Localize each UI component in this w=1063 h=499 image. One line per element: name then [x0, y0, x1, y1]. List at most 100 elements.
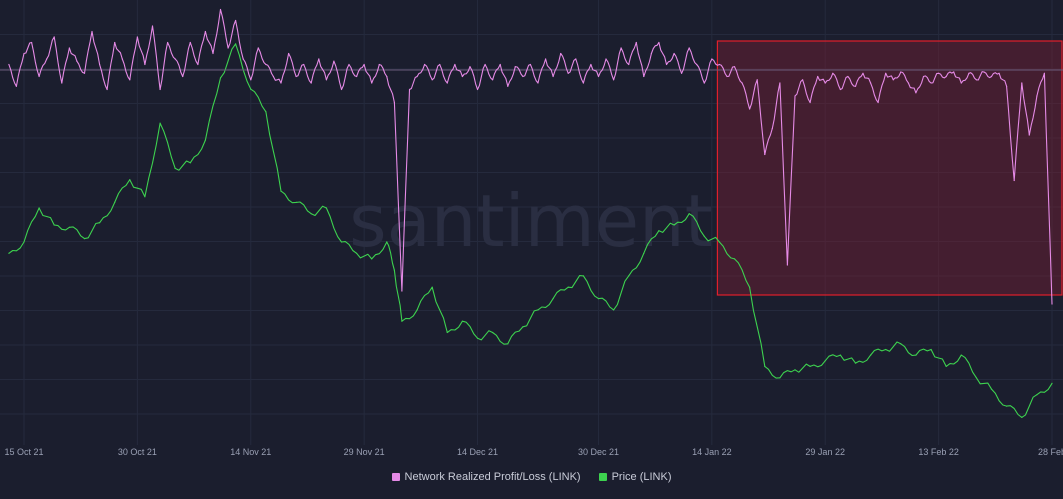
profit-loss-point [31, 41, 33, 44]
profit-loss-point [159, 88, 161, 91]
highlight-box [716, 40, 1063, 296]
profit-loss-point [582, 82, 585, 84]
x-tick-label: 29 Nov 21 [344, 447, 385, 457]
profit-loss-point [212, 52, 214, 55]
profit-loss-point [726, 75, 728, 78]
profit-loss-point [764, 153, 766, 156]
price-point [960, 354, 962, 356]
profit-loss-point [507, 85, 509, 87]
profit-loss-point [461, 75, 463, 78]
profit-loss-point [114, 41, 116, 44]
profit-loss-point [749, 108, 751, 110]
profit-loss-point [892, 79, 894, 81]
price-point [265, 111, 267, 113]
price-point [688, 213, 690, 215]
price-point [280, 190, 282, 192]
profit-loss-point [756, 79, 758, 81]
x-tick-label: 15 Oct 21 [4, 447, 43, 457]
profit-loss-point [1036, 95, 1038, 97]
profit-loss-point [174, 58, 176, 60]
profit-loss-point [61, 82, 63, 84]
profit-loss-point [877, 101, 879, 104]
profit-loss-point [703, 82, 705, 84]
profit-loss-point [839, 88, 842, 91]
profit-loss-point [121, 58, 123, 60]
price-point [38, 207, 40, 209]
profit-loss-point [23, 52, 25, 55]
price-point [393, 269, 395, 271]
price-point [945, 365, 947, 367]
price-point [1021, 416, 1023, 418]
profit-loss-point [552, 75, 554, 78]
profit-loss-point [197, 63, 199, 66]
legend-swatch-price [598, 473, 607, 481]
profit-loss-point [945, 75, 947, 78]
profit-loss-point [832, 72, 834, 74]
watermark: santiment [349, 179, 713, 263]
profit-loss-series-layer [0, 8, 1063, 305]
profit-loss-point [431, 79, 433, 81]
x-tick-label: 14 Nov 21 [230, 447, 271, 457]
profit-loss-point [295, 75, 297, 78]
profit-loss-point [718, 63, 721, 66]
profit-loss-point [975, 79, 978, 81]
x-axis-ticks: 15 Oct 21 30 Oct 21 14 Nov 21 29 Nov 21 14 D… [4, 447, 1063, 457]
profit-loss-point [537, 82, 539, 84]
profit-loss-point [242, 58, 244, 60]
profit-loss-point [167, 41, 169, 44]
profit-loss-point [386, 75, 388, 78]
price-point [189, 162, 191, 164]
price-point [8, 252, 10, 254]
profit-loss-point [257, 47, 259, 49]
price-point [325, 207, 327, 209]
profit-loss-point [310, 82, 312, 84]
profit-loss-point [696, 63, 698, 66]
price-point [718, 241, 721, 243]
price-point [476, 337, 479, 339]
price-point [144, 196, 146, 198]
legend: Network Realized Profit/Loss (LINK) Pric… [0, 471, 1063, 483]
profit-loss-point [862, 72, 864, 74]
profit-loss-point [476, 88, 479, 91]
profit-loss-point [794, 95, 796, 97]
profit-loss-point [665, 63, 668, 66]
price-point [68, 226, 70, 228]
profit-loss-point [779, 82, 781, 84]
profit-loss-point [885, 72, 887, 74]
legend-label-profit-loss: Network Realized Profit/Loss (LINK) [404, 471, 581, 483]
profit-loss-point [733, 66, 736, 68]
price-point [401, 320, 403, 322]
profit-loss-point [8, 63, 10, 66]
profit-loss-point [227, 47, 229, 49]
profit-loss-point [673, 52, 675, 55]
profit-loss-point [129, 79, 131, 81]
profit-loss-point [907, 82, 910, 84]
price-point [975, 377, 978, 379]
profit-loss-point [356, 75, 358, 78]
price-point [1051, 382, 1053, 384]
price-point [582, 275, 585, 277]
profit-loss-point [688, 47, 690, 49]
profit-loss-point [1021, 82, 1023, 84]
profit-loss-point [847, 75, 849, 78]
price-point [174, 167, 176, 169]
price-point [915, 354, 917, 356]
legend-item-profit-loss[interactable]: Network Realized Profit/Loss (LINK) [391, 471, 581, 483]
profit-loss-point [68, 47, 70, 49]
price-point [23, 241, 25, 243]
profit-loss-point [439, 63, 441, 66]
price-point [492, 331, 494, 334]
profit-loss-point [522, 75, 524, 78]
profit-loss-point [983, 71, 985, 73]
legend-item-price[interactable]: Price (LINK) [598, 471, 672, 483]
price-point [507, 343, 509, 345]
profit-loss-point [915, 92, 917, 94]
profit-loss-point [204, 30, 206, 33]
profit-loss-point [998, 72, 1000, 74]
profit-loss-point [393, 101, 395, 104]
profit-loss-point [597, 75, 600, 78]
profit-loss-point [340, 88, 343, 91]
legend-label-price: Price (LINK) [611, 471, 672, 483]
